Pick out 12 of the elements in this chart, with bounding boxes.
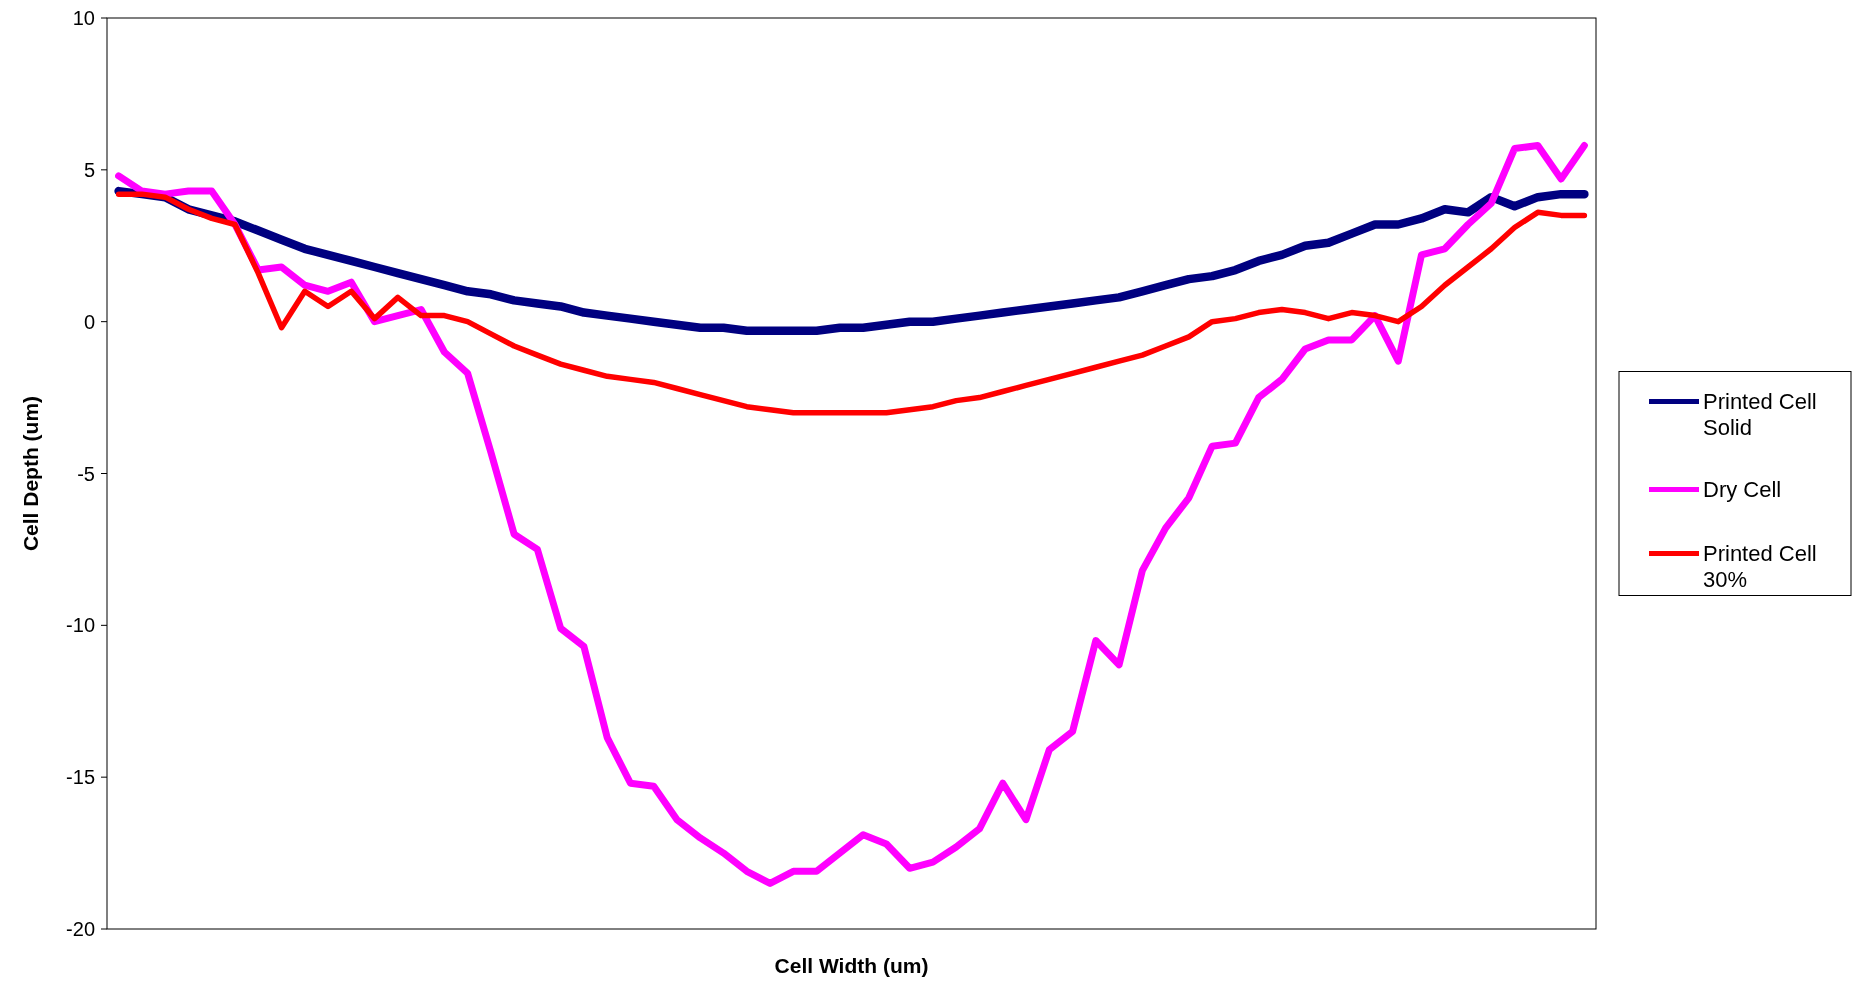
legend-label: Dry Cell	[1703, 477, 1782, 503]
legend-label: Printed Cell Solid	[1703, 389, 1817, 441]
y-tick-label: 0	[83, 310, 95, 333]
y-tick-label: -5	[77, 462, 95, 485]
y-tick-label: -20	[66, 918, 95, 940]
y-tick-label: 10	[72, 7, 95, 29]
y-tick-label: -15	[66, 766, 95, 789]
y-tick-label: -10	[66, 614, 95, 637]
legend-label: Printed Cell 30%	[1703, 541, 1817, 593]
x-axis-title: Cell Width (um)	[774, 954, 929, 977]
y-axis-title: Cell Depth (um)	[19, 395, 42, 552]
y-tick-label: 5	[83, 158, 95, 181]
